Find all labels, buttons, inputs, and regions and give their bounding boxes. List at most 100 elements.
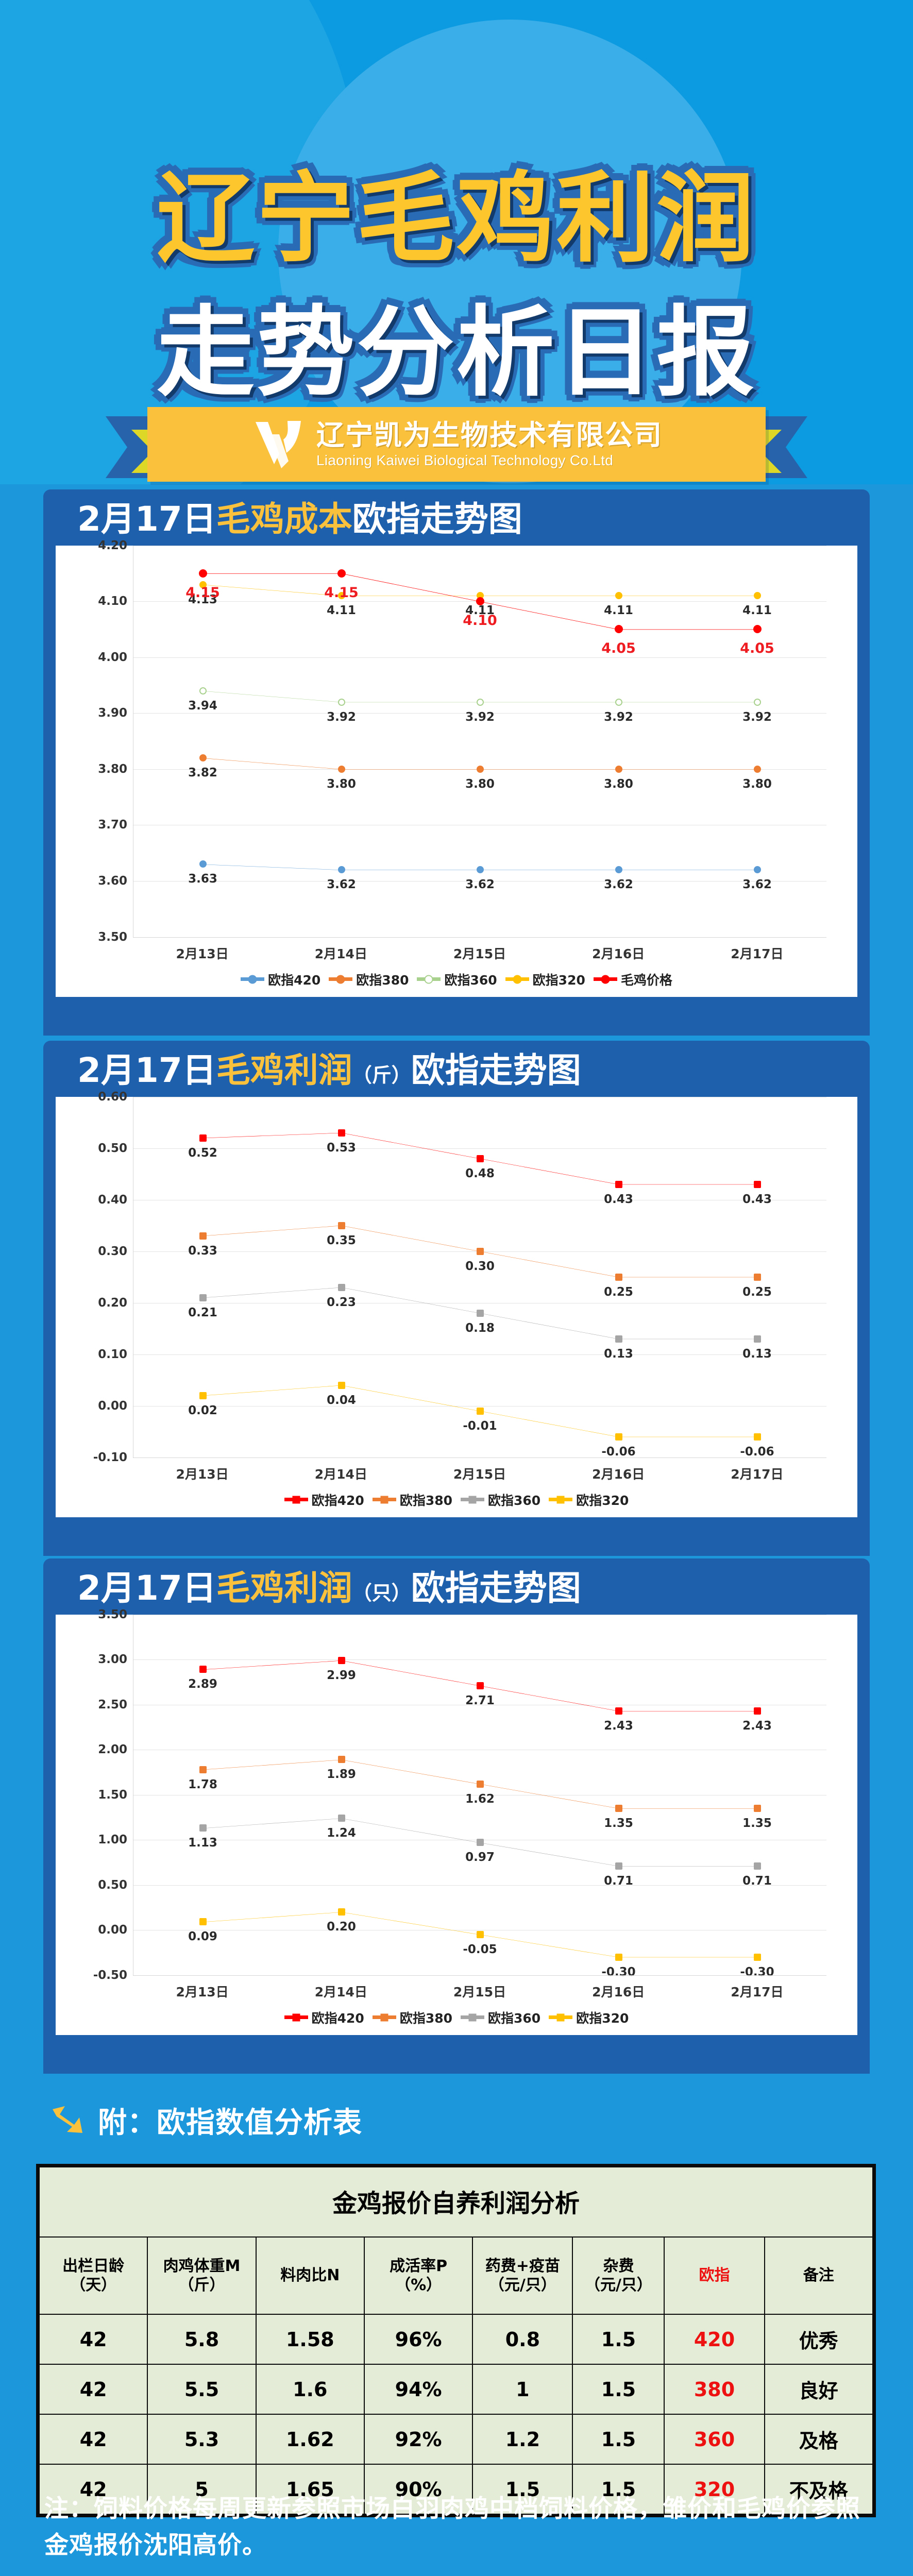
y-axis-tick: -0.10 bbox=[93, 1450, 127, 1464]
series-marker bbox=[337, 569, 346, 578]
series-marker bbox=[337, 1656, 345, 1664]
data-label: 3.94 bbox=[188, 699, 217, 713]
series-marker bbox=[615, 765, 622, 773]
table-note: 注：饲料价格每周更新参照市场白羽肉鸡中档饲料价格，雏价和毛鸡价参照金鸡报价沈阳高… bbox=[44, 2495, 860, 2560]
legend-label: 欧指420 bbox=[311, 2010, 364, 2026]
data-label: 4.05 bbox=[740, 640, 774, 657]
series-marker bbox=[337, 1129, 345, 1137]
legend-item[interactable]: 欧指420 bbox=[241, 970, 320, 989]
series-marker bbox=[753, 1953, 761, 1961]
legend-item[interactable]: 欧指320 bbox=[505, 970, 585, 989]
series-marker bbox=[753, 625, 762, 634]
legend-marker-icon bbox=[549, 2013, 573, 2022]
chart-panel-3: 2月17日毛鸡利润（只）欧指走势图 -0.50 0.00 0.50 1.00 1.50 2.… bbox=[43, 1558, 870, 2074]
gridline bbox=[133, 713, 826, 714]
section-sub-3: （只） bbox=[352, 1582, 411, 1604]
data-label: 0.13 bbox=[604, 1347, 633, 1361]
poster-title-line1: 辽宁毛鸡利润 bbox=[156, 162, 756, 276]
chart-plot-area-3: -0.50 0.00 0.50 1.00 1.50 2.00 2.50 3.00 3.50 2.8… bbox=[93, 1608, 826, 1982]
data-label: 2.43 bbox=[604, 1719, 633, 1733]
y-axis-tick: 0.30 bbox=[98, 1244, 127, 1258]
table-cell: 320 bbox=[664, 2464, 765, 2515]
series-marker bbox=[753, 698, 761, 706]
y-axis-tick: 4.00 bbox=[98, 650, 127, 664]
table-cell: 1.6 bbox=[255, 2364, 365, 2415]
legend-label: 欧指360 bbox=[488, 2010, 541, 2026]
table-column-header: 肉鸡体重M （斤） bbox=[147, 2236, 257, 2315]
chart-legend-1: 欧指420 欧指380 欧指360 欧指320 毛鸡价格 bbox=[56, 965, 857, 997]
data-label: 4.11 bbox=[604, 604, 633, 618]
table-cell: 420 bbox=[664, 2314, 765, 2365]
table-cell: 1.2 bbox=[472, 2414, 573, 2465]
x-axis: 2月13日 2月14日 2月15日 2月16日 2月17日 bbox=[133, 1457, 826, 1485]
data-label: 0.33 bbox=[188, 1244, 217, 1258]
legend-label: 欧指320 bbox=[576, 2010, 629, 2026]
table-row: 42 5.3 1.62 92% 1.2 1.5 360 及格 bbox=[38, 2414, 874, 2465]
y-axis-tick: 3.50 bbox=[98, 1607, 127, 1621]
y-axis-tick: 3.90 bbox=[98, 706, 127, 720]
legend-marker-icon bbox=[241, 973, 265, 986]
series-marker bbox=[753, 1335, 761, 1343]
legend-item[interactable]: 欧指360 bbox=[461, 2008, 540, 2027]
data-label: 0.97 bbox=[465, 1851, 495, 1865]
legend-item[interactable]: 欧指320 bbox=[549, 2008, 629, 2027]
table-cell: 1.5 bbox=[572, 2464, 665, 2515]
legend-item[interactable]: 欧指380 bbox=[329, 970, 409, 989]
data-label: 1.78 bbox=[188, 1777, 217, 1791]
legend-marker-icon bbox=[284, 2013, 308, 2022]
chart-3: -0.50 0.00 0.50 1.00 1.50 2.00 2.50 3.00 3.50 2.8… bbox=[56, 1608, 857, 2035]
chart-section-title-3: 2月17日毛鸡利润（只）欧指走势图 bbox=[43, 1558, 870, 1615]
legend-label: 欧指320 bbox=[532, 972, 585, 988]
series-marker bbox=[476, 1780, 484, 1788]
legend-marker-icon bbox=[505, 973, 529, 986]
legend-item[interactable]: 欧指360 bbox=[417, 970, 497, 989]
legend-item[interactable]: 欧指360 bbox=[461, 1490, 540, 1509]
legend-label: 欧指380 bbox=[356, 972, 409, 988]
series-marker bbox=[337, 698, 345, 706]
table-title: 金鸡报价自养利润分析 bbox=[39, 2166, 873, 2238]
data-label: 3.92 bbox=[327, 710, 356, 724]
data-label: 0.71 bbox=[742, 1874, 772, 1888]
table-cell: 0.8 bbox=[472, 2314, 573, 2365]
data-label: -0.06 bbox=[740, 1445, 774, 1459]
y-axis-tick: 1.50 bbox=[98, 1788, 127, 1802]
chart-legend-3: 欧指420 欧指380 欧指360 欧指320 bbox=[56, 2003, 857, 2035]
y-axis-tick: 2.00 bbox=[98, 1743, 127, 1757]
legend-item[interactable]: 毛鸡价格 bbox=[593, 970, 672, 989]
data-label: 0.43 bbox=[604, 1192, 633, 1206]
legend-item[interactable]: 欧指420 bbox=[284, 2008, 364, 2027]
y-axis-tick: 2.50 bbox=[98, 1698, 127, 1711]
x-axis-tick: 2月14日 bbox=[314, 1984, 367, 1999]
arrow-down-right-icon bbox=[53, 2106, 82, 2133]
data-label: 0.35 bbox=[327, 1233, 356, 1247]
series-marker bbox=[337, 1381, 345, 1389]
gridline bbox=[133, 1148, 826, 1149]
data-label: 0.21 bbox=[188, 1306, 217, 1319]
series-marker bbox=[615, 1707, 622, 1715]
series-marker bbox=[198, 569, 207, 578]
x-axis-tick: 2月17日 bbox=[731, 1984, 784, 1999]
series-marker bbox=[615, 1862, 622, 1870]
poster-title-block: 辽宁毛鸡利润 走势分析日报 bbox=[0, 170, 913, 402]
legend-item[interactable]: 欧指420 bbox=[284, 1490, 364, 1509]
section-date-3: 2月17日 bbox=[77, 1568, 216, 1608]
x-axis-tick: 2月14日 bbox=[314, 946, 367, 961]
series-marker bbox=[753, 1862, 761, 1870]
y-axis-tick: -0.50 bbox=[93, 1968, 127, 1982]
legend-item[interactable]: 欧指320 bbox=[549, 1490, 629, 1509]
series-marker bbox=[199, 1134, 207, 1142]
legend-item[interactable]: 欧指380 bbox=[372, 2008, 452, 2027]
series-marker bbox=[337, 1222, 345, 1229]
legend-item[interactable]: 欧指380 bbox=[372, 1490, 452, 1509]
chart-2: -0.10 0.00 0.10 0.20 0.30 0.40 0.50 0.60 0.52 0.5… bbox=[56, 1090, 857, 1517]
data-label: 3.80 bbox=[742, 777, 772, 791]
data-label: 4.15 bbox=[185, 584, 220, 601]
legend-marker-icon bbox=[372, 1496, 396, 1504]
data-label: 3.80 bbox=[465, 777, 495, 791]
chart-legend-2: 欧指420 欧指380 欧指360 欧指320 bbox=[56, 1485, 857, 1517]
series-marker bbox=[337, 1756, 345, 1764]
gridline bbox=[133, 657, 826, 658]
table-cell: 1.65 bbox=[255, 2464, 365, 2515]
series-marker bbox=[199, 1824, 207, 1832]
data-label: 0.13 bbox=[742, 1347, 772, 1361]
